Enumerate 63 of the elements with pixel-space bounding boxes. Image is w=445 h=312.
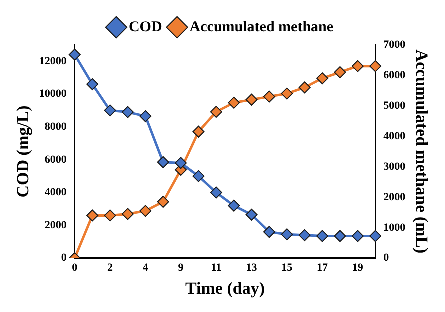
x-tick-label: 11	[211, 262, 222, 274]
point	[122, 106, 134, 118]
point	[352, 230, 364, 242]
point	[68, 48, 81, 61]
legend-label: COD	[128, 19, 162, 36]
point	[140, 205, 152, 218]
point	[246, 94, 258, 106]
y-axis-title: COD (mg/L)	[14, 106, 33, 198]
y2-tick-label: 6000	[384, 69, 406, 82]
point	[175, 157, 188, 170]
point	[334, 66, 346, 78]
point	[86, 78, 99, 90]
point	[281, 228, 294, 241]
point	[370, 230, 382, 242]
point	[281, 88, 294, 100]
point	[298, 82, 311, 94]
y-tick-label: 10000	[39, 88, 68, 100]
x-tick-label: 17	[317, 262, 329, 274]
y2-tick-label: 4000	[384, 130, 406, 142]
point	[104, 210, 116, 222]
point	[210, 186, 222, 199]
y2-tick-label: 5000	[384, 100, 406, 112]
y-tick-label: 6000	[44, 154, 68, 166]
point	[263, 226, 276, 238]
y2-tick-label: 1000	[384, 222, 406, 234]
x-tick-label: 0	[72, 262, 78, 274]
point	[316, 230, 329, 242]
point	[104, 104, 116, 117]
x-tick-label: 2	[108, 262, 114, 274]
point	[122, 208, 134, 220]
y-tick-label: 8000	[44, 120, 68, 133]
y2-axis-title: Accumulated methane (mL)	[412, 50, 432, 254]
y2-tick-label: 0	[384, 252, 390, 264]
point	[352, 60, 364, 72]
point	[298, 229, 311, 242]
point	[246, 208, 258, 221]
point	[210, 106, 222, 118]
x-tick-label: 13	[246, 262, 258, 274]
x-tick-label: 9	[178, 262, 184, 274]
x-tick-label: 4	[142, 262, 149, 274]
y-tick-label: 12000	[39, 55, 68, 68]
point	[157, 196, 170, 208]
point	[192, 126, 205, 138]
point	[86, 210, 99, 222]
point	[263, 90, 276, 103]
y-tick-label: 4000	[44, 186, 68, 199]
point	[316, 72, 329, 85]
point	[157, 156, 170, 168]
point	[228, 96, 240, 109]
y2-tick-label: 2000	[384, 191, 406, 204]
point	[192, 170, 205, 182]
legend-label: Accumulated methane	[190, 19, 334, 36]
y2-tick-label: 7000	[384, 38, 406, 51]
x-tick-label: 19	[352, 262, 364, 274]
x-tick-label: 15	[282, 262, 294, 274]
point	[334, 230, 346, 242]
point	[228, 200, 240, 212]
point	[370, 60, 382, 72]
y-tick-label: 0	[61, 252, 68, 264]
x-axis-title: Time (day)	[186, 279, 265, 298]
point	[140, 110, 152, 122]
y-tick-label: 2000	[44, 219, 68, 232]
y2-tick-label: 3000	[384, 160, 406, 173]
